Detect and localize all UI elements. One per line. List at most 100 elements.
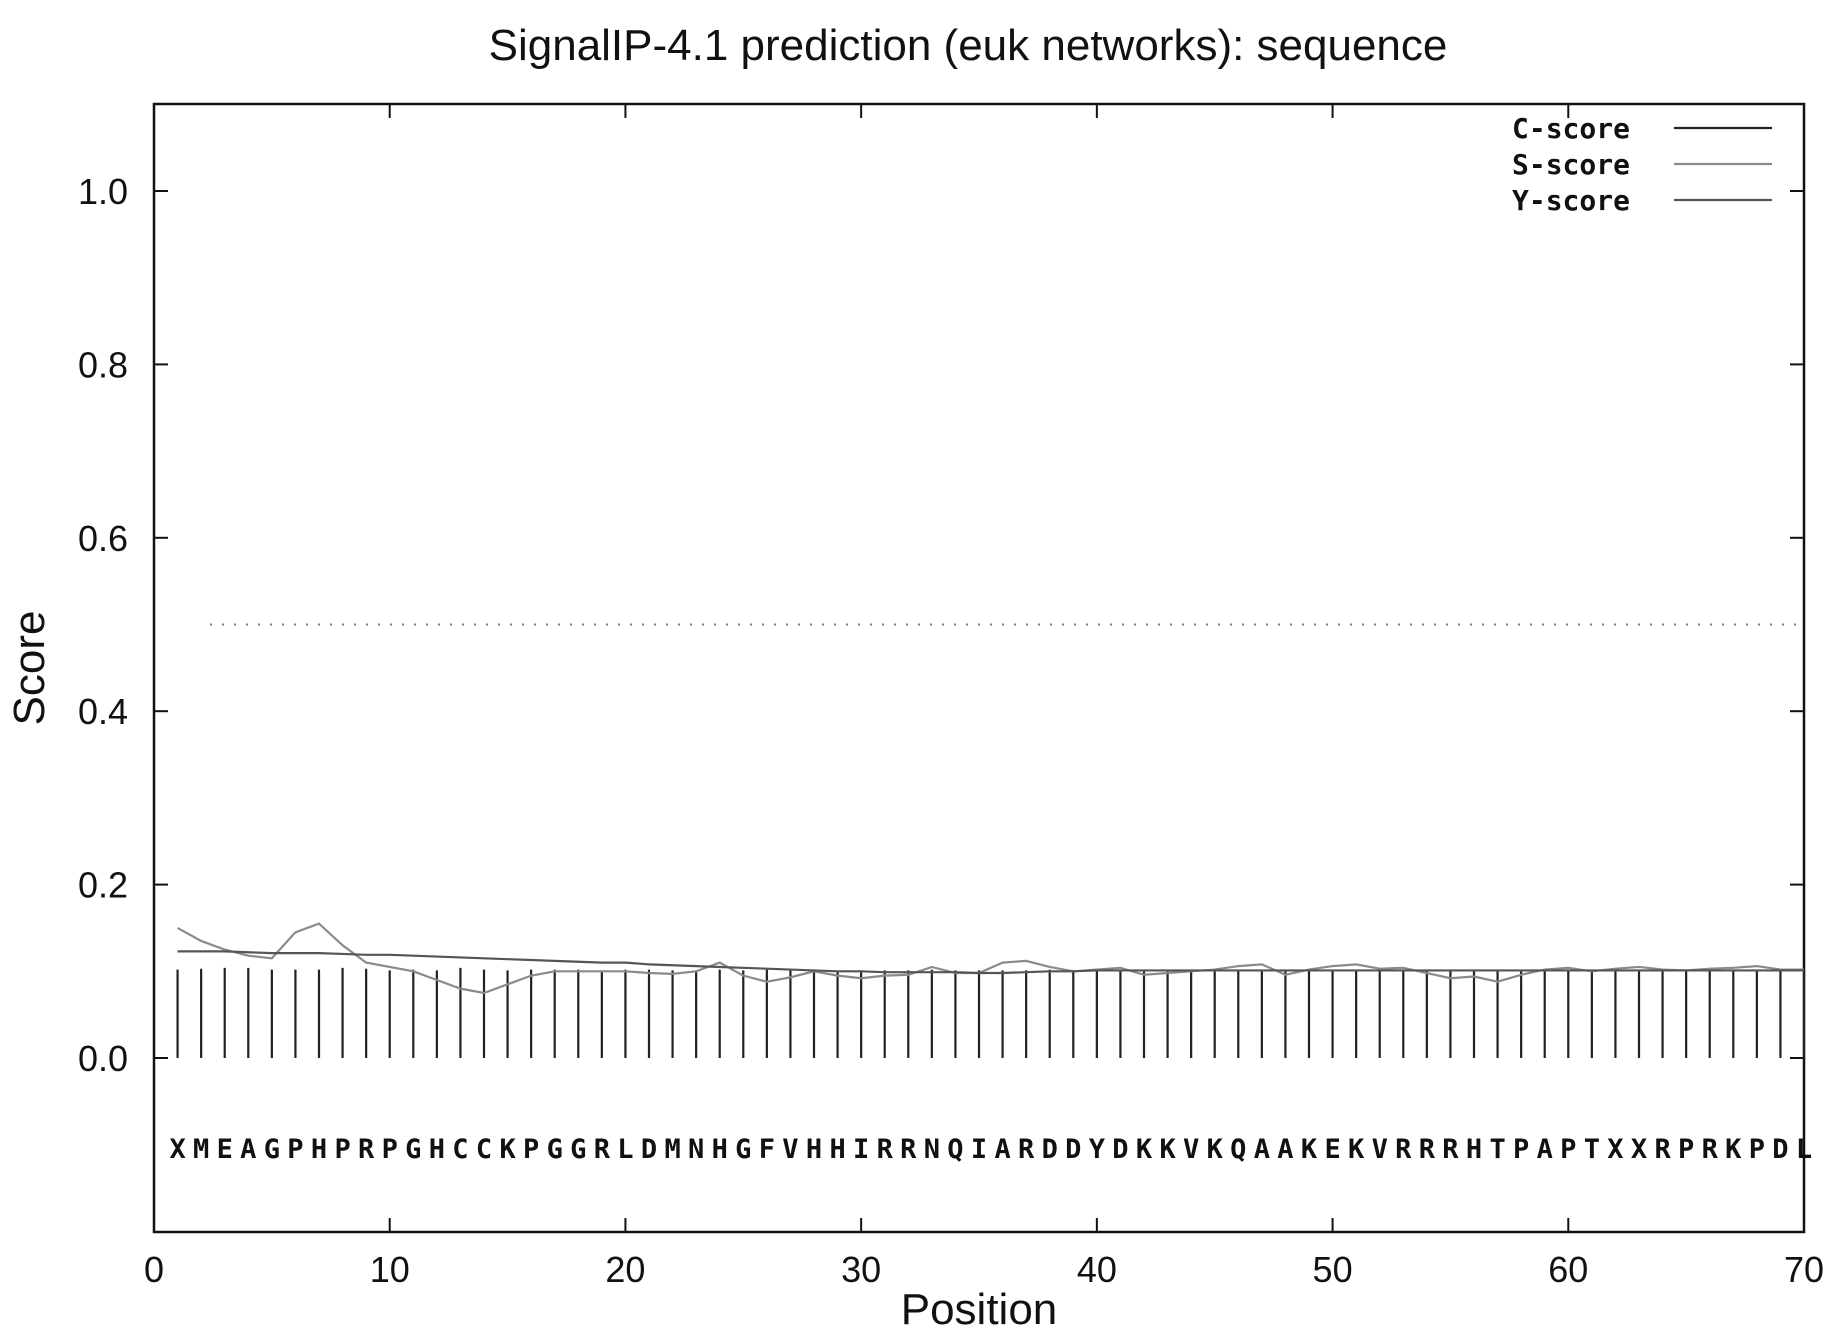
sequence-residue: A [994,1134,1010,1165]
sequence-residue: R [1395,1134,1412,1165]
sequence-residue: R [1018,1134,1035,1165]
sequence-residue: H [311,1134,327,1165]
sequence-residue: N [924,1134,940,1165]
sequence-residue: L [1796,1134,1812,1165]
sequence-residue: D [1065,1134,1081,1165]
y-axis-label: Score [5,611,54,726]
sequence-residue: E [1324,1134,1340,1165]
y-tick-label: 0.0 [78,1038,128,1079]
sequence-residue: R [1702,1134,1719,1165]
sequence-residue: L [617,1134,633,1165]
sequence-residue: X [169,1134,185,1165]
sequence-residue: I [971,1134,987,1165]
x-axis-label: Position [901,1285,1058,1334]
sequence-residue: P [334,1134,350,1165]
sequence-residue: D [1112,1134,1128,1165]
sequence-residue: R [1419,1134,1436,1165]
sequence-residue: P [1678,1134,1694,1165]
chart-title: SignalIP-4.1 prediction (euk networks): … [489,21,1448,70]
sequence-residue: A [240,1134,256,1165]
sequence-residue: M [193,1134,209,1165]
y-score-line [177,950,1804,975]
sequence-residue: D [1042,1134,1058,1165]
sequence-residue: P [382,1134,398,1165]
sequence-residue: R [900,1134,917,1165]
score-lines [177,922,1804,995]
sequence-residue: M [664,1134,680,1165]
sequence-residue: T [1584,1134,1600,1165]
sequence-residue: H [806,1134,822,1165]
sequence-residue: K [1159,1134,1176,1165]
sequence-residue: H [712,1134,728,1165]
legend-label: Y-score [1512,184,1630,217]
sequence-residue: T [1489,1134,1505,1165]
s-score-line [177,922,1804,995]
plot-area [152,102,1806,1234]
y-tick-label: 1.0 [78,171,128,212]
sequence-residue: R [877,1134,894,1165]
sequence-residue: F [759,1134,775,1165]
sequence-residue: A [1254,1134,1270,1165]
sequence-residue: Q [947,1134,963,1165]
y-tick-label: 0.6 [78,518,128,559]
sequence-residue: K [499,1134,516,1165]
sequence-residue: R [1654,1134,1671,1165]
sequence-residue: G [405,1134,421,1165]
sequence-residue: H [829,1134,845,1165]
x-tick-label: 20 [605,1249,645,1290]
sequence-residue: R [358,1134,375,1165]
legend-label: S-score [1512,148,1630,181]
sequence-residue: K [1207,1134,1224,1165]
sequence-residue: K [1348,1134,1365,1165]
sequence-residue: C [452,1134,468,1165]
sequence-residue: G [264,1134,280,1165]
sequence-residue: E [217,1134,233,1165]
x-tick-label: 40 [1077,1249,1117,1290]
sequence-residue: X [1607,1134,1623,1165]
y-tick-label: 0.4 [78,691,128,732]
sequence-residue: G [735,1134,751,1165]
x-tick-label: 0 [144,1249,164,1290]
x-tick-label: 60 [1548,1249,1588,1290]
sequence-residue: H [429,1134,445,1165]
c-score-impulses [176,967,1806,1058]
sequence-residue: I [853,1134,869,1165]
sequence-residue: X [1631,1134,1647,1165]
sequence-residue: R [594,1134,611,1165]
sequence-residue: G [547,1134,563,1165]
sequence-residue: D [1772,1134,1788,1165]
sequence-residue: Q [1230,1134,1246,1165]
sequence-residue: A [1537,1134,1553,1165]
sequence-residue: D [641,1134,657,1165]
sequence-residue: Y [1089,1134,1106,1165]
sequence-residue: V [782,1134,798,1165]
sequence-residue: N [688,1134,704,1165]
sequence-residue: V [1372,1134,1388,1165]
sequence-residue: P [523,1134,539,1165]
x-tick-label: 30 [841,1249,881,1290]
x-tick-label: 50 [1313,1249,1353,1290]
y-tick-label: 0.8 [78,344,128,385]
x-tick-label: 10 [370,1249,410,1290]
sequence-residue: V [1183,1134,1199,1165]
sequence-residue: A [1277,1134,1293,1165]
sequence-residue: K [1136,1134,1153,1165]
sequence-residue: H [1466,1134,1482,1165]
axis-ticks: 0 10 20 30 40 50 60 70 0.0 0.2 0.4 0.6 0.8 1.0 [78,104,1824,1290]
sequence-residue: K [1725,1134,1742,1165]
x-tick-label: 70 [1784,1249,1824,1290]
sequence-residue: P [1749,1134,1765,1165]
sequence-residue: P [1513,1134,1529,1165]
sequence-residue: C [476,1134,492,1165]
legend-label: C-score [1512,112,1630,145]
sequence-residue: P [287,1134,303,1165]
sequence-residue: K [1301,1134,1318,1165]
y-tick-label: 0.2 [78,865,128,906]
sequence-residue: G [570,1134,586,1165]
sequence-residue: P [1560,1134,1576,1165]
plot-frame [152,102,1806,1234]
sequence-residue: R [1442,1134,1459,1165]
